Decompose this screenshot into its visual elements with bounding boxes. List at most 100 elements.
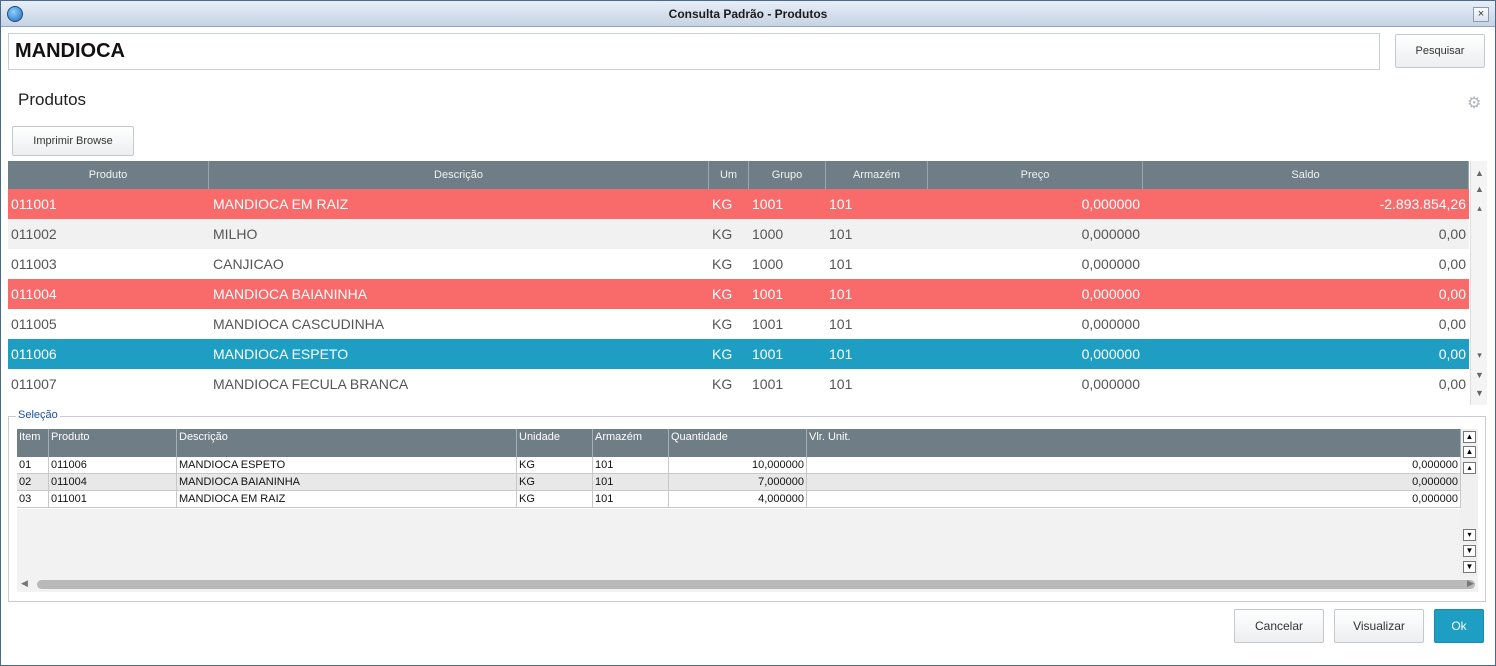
cell-grupo[interactable]: 1001 (752, 376, 784, 392)
search-button[interactable]: Pesquisar (1395, 34, 1485, 68)
view-button[interactable]: Visualizar (1334, 609, 1424, 643)
cell-grupo[interactable]: 1001 (752, 316, 784, 332)
sel-cell-produto[interactable]: 011001 (49, 491, 177, 507)
cell-armazem[interactable]: 101 (829, 286, 853, 302)
sel-scroll-top-icon[interactable]: ▲ (1463, 431, 1476, 443)
cell-armazem[interactable]: 101 (829, 256, 853, 272)
cell-armazem[interactable]: 101 (829, 316, 853, 332)
cell-descricao[interactable]: MANDIOCA EM RAIZ (213, 196, 349, 212)
cell-produto[interactable]: 011004 (11, 286, 57, 302)
cell-um[interactable]: KG (712, 196, 733, 212)
scroll-right-icon[interactable]: ▶ (1467, 578, 1474, 588)
cell-saldo[interactable]: 0,00 (1438, 226, 1466, 242)
cell-produto[interactable]: 011002 (11, 226, 57, 242)
cell-descricao[interactable]: MANDIOCA FECULA BRANCA (213, 376, 409, 392)
cell-saldo[interactable]: 0,00 (1438, 346, 1466, 362)
cell-saldo[interactable]: 0,00 (1438, 256, 1466, 272)
cell-um[interactable]: KG (712, 226, 733, 242)
cell-preco[interactable]: 0,000000 (1081, 196, 1140, 212)
cell-produto[interactable]: 011003 (11, 256, 57, 272)
ok-button[interactable]: Ok (1434, 609, 1484, 643)
cell-grupo[interactable]: 1001 (752, 346, 784, 362)
close-icon[interactable]: × (1473, 7, 1489, 22)
sel-scroll-down-icon[interactable]: ▼ (1463, 545, 1476, 557)
cell-saldo[interactable]: -2.893.854,26 (1379, 196, 1466, 212)
sel-cell-vlr_unit[interactable]: 0,000000 (807, 491, 1461, 507)
cell-armazem[interactable]: 101 (829, 226, 853, 242)
cell-preco[interactable]: 0,000000 (1081, 286, 1140, 302)
scroll-left-icon[interactable]: ◀ (21, 578, 28, 588)
cell-preco[interactable]: 0,000000 (1081, 376, 1140, 392)
sel-cell-quantidade[interactable]: 7,000000 (669, 474, 807, 490)
scroll-down-icon[interactable]: ▼ (1475, 370, 1484, 380)
selection-vscroll[interactable]: ▲ ▲ ▴ ▾ ▼ ▼ (1461, 429, 1478, 577)
table-row[interactable]: 011004 MANDIOCA BAIANINHA KG 1001 101 0,00000… (8, 279, 1469, 309)
cell-produto[interactable]: 011001 (11, 196, 57, 212)
sel-header-vlr-unit[interactable]: Vlr. Unit. (807, 429, 1461, 457)
scroll-up-icon[interactable]: ▲ (1475, 184, 1484, 194)
print-browse-button[interactable]: Imprimir Browse (12, 126, 134, 156)
cell-um[interactable]: KG (712, 286, 733, 302)
selection-row[interactable]: 01 011006 MANDIOCA ESPETO KG 101 10,000000 0,0… (17, 457, 1461, 474)
scroll-top-icon[interactable]: ▲ (1475, 168, 1484, 178)
cell-armazem[interactable]: 101 (829, 346, 853, 362)
column-header-armazem[interactable]: Armazém (826, 161, 928, 189)
table-row[interactable]: 011001 MANDIOCA EM RAIZ KG 1001 101 0,000000 -… (8, 189, 1469, 219)
table-row[interactable]: 011005 MANDIOCA CASCUDINHA KG 1001 101 0,0000… (8, 309, 1469, 339)
sel-scroll-down-small-icon[interactable]: ▾ (1463, 529, 1476, 541)
cell-descricao[interactable]: MILHO (213, 226, 258, 242)
cell-preco[interactable]: 0,000000 (1081, 346, 1140, 362)
sel-cell-descricao[interactable]: MANDIOCA BAIANINHA (177, 474, 517, 490)
column-header-descricao[interactable]: Descrição (209, 161, 709, 189)
sel-cell-descricao[interactable]: MANDIOCA EM RAIZ (177, 491, 517, 507)
sel-header-unidade[interactable]: Unidade (517, 429, 593, 457)
sel-scroll-bottom-icon[interactable]: ▼ (1463, 561, 1476, 573)
column-header-produto[interactable]: Produto (8, 161, 209, 189)
sel-header-quantidade[interactable]: Quantidade (669, 429, 807, 457)
table-row[interactable]: 011003 CANJICAO KG 1000 101 0,000000 0,00 (8, 249, 1469, 279)
cell-grupo[interactable]: 1001 (752, 286, 784, 302)
sel-scroll-up-small-icon[interactable]: ▴ (1463, 462, 1476, 474)
cell-grupo[interactable]: 1000 (752, 256, 784, 272)
sel-cell-item[interactable]: 02 (17, 474, 49, 490)
sel-cell-armazem[interactable]: 101 (593, 474, 669, 490)
sel-cell-produto[interactable]: 011006 (49, 457, 177, 473)
selection-row[interactable]: 03 011001 MANDIOCA EM RAIZ KG 101 4,000000 0,0… (17, 491, 1461, 508)
sel-scroll-up-icon[interactable]: ▲ (1463, 446, 1476, 458)
cancel-button[interactable]: Cancelar (1234, 609, 1324, 643)
sel-cell-vlr_unit[interactable]: 0,000000 (807, 474, 1461, 490)
cell-saldo[interactable]: 0,00 (1438, 286, 1466, 302)
cell-descricao[interactable]: MANDIOCA CASCUDINHA (213, 316, 385, 332)
grid-scrollbar[interactable]: ▲ ▲ ▴ ▾ ▼ ▼ (1470, 161, 1487, 405)
sel-cell-item[interactable]: 03 (17, 491, 49, 507)
cell-um[interactable]: KG (712, 256, 733, 272)
selection-row[interactable]: 02 011004 MANDIOCA BAIANINHA KG 101 7,000000 0… (17, 474, 1461, 491)
cell-produto[interactable]: 011005 (11, 316, 57, 332)
sel-cell-unidade[interactable]: KG (517, 457, 593, 473)
sel-header-produto[interactable]: Produto (49, 429, 177, 457)
cell-um[interactable]: KG (712, 316, 733, 332)
sel-cell-armazem[interactable]: 101 (593, 491, 669, 507)
cell-um[interactable]: KG (712, 346, 733, 362)
cell-produto[interactable]: 011007 (11, 376, 57, 392)
sel-cell-unidade[interactable]: KG (517, 491, 593, 507)
cell-descricao[interactable]: MANDIOCA BAIANINHA (213, 286, 368, 302)
sel-cell-descricao[interactable]: MANDIOCA ESPETO (177, 457, 517, 473)
cell-descricao[interactable]: CANJICAO (213, 256, 284, 272)
cell-preco[interactable]: 0,000000 (1081, 316, 1140, 332)
sel-cell-produto[interactable]: 011004 (49, 474, 177, 490)
cell-saldo[interactable]: 0,00 (1438, 376, 1466, 392)
column-header-preco[interactable]: Preço (928, 161, 1143, 189)
hscroll-thumb[interactable] (37, 580, 1475, 589)
cell-grupo[interactable]: 1001 (752, 196, 784, 212)
column-header-grupo[interactable]: Grupo (749, 161, 826, 189)
sel-cell-vlr_unit[interactable]: 0,000000 (807, 457, 1461, 473)
cell-descricao[interactable]: MANDIOCA ESPETO (213, 346, 349, 362)
column-header-saldo[interactable]: Saldo (1143, 161, 1469, 189)
cell-preco[interactable]: 0,000000 (1081, 226, 1140, 242)
sel-header-descricao[interactable]: Descrição (177, 429, 517, 457)
scroll-bottom-icon[interactable]: ▼ (1475, 388, 1484, 398)
sel-header-armazem[interactable]: Armazém (593, 429, 669, 457)
sel-cell-item[interactable]: 01 (17, 457, 49, 473)
cell-armazem[interactable]: 101 (829, 376, 853, 392)
